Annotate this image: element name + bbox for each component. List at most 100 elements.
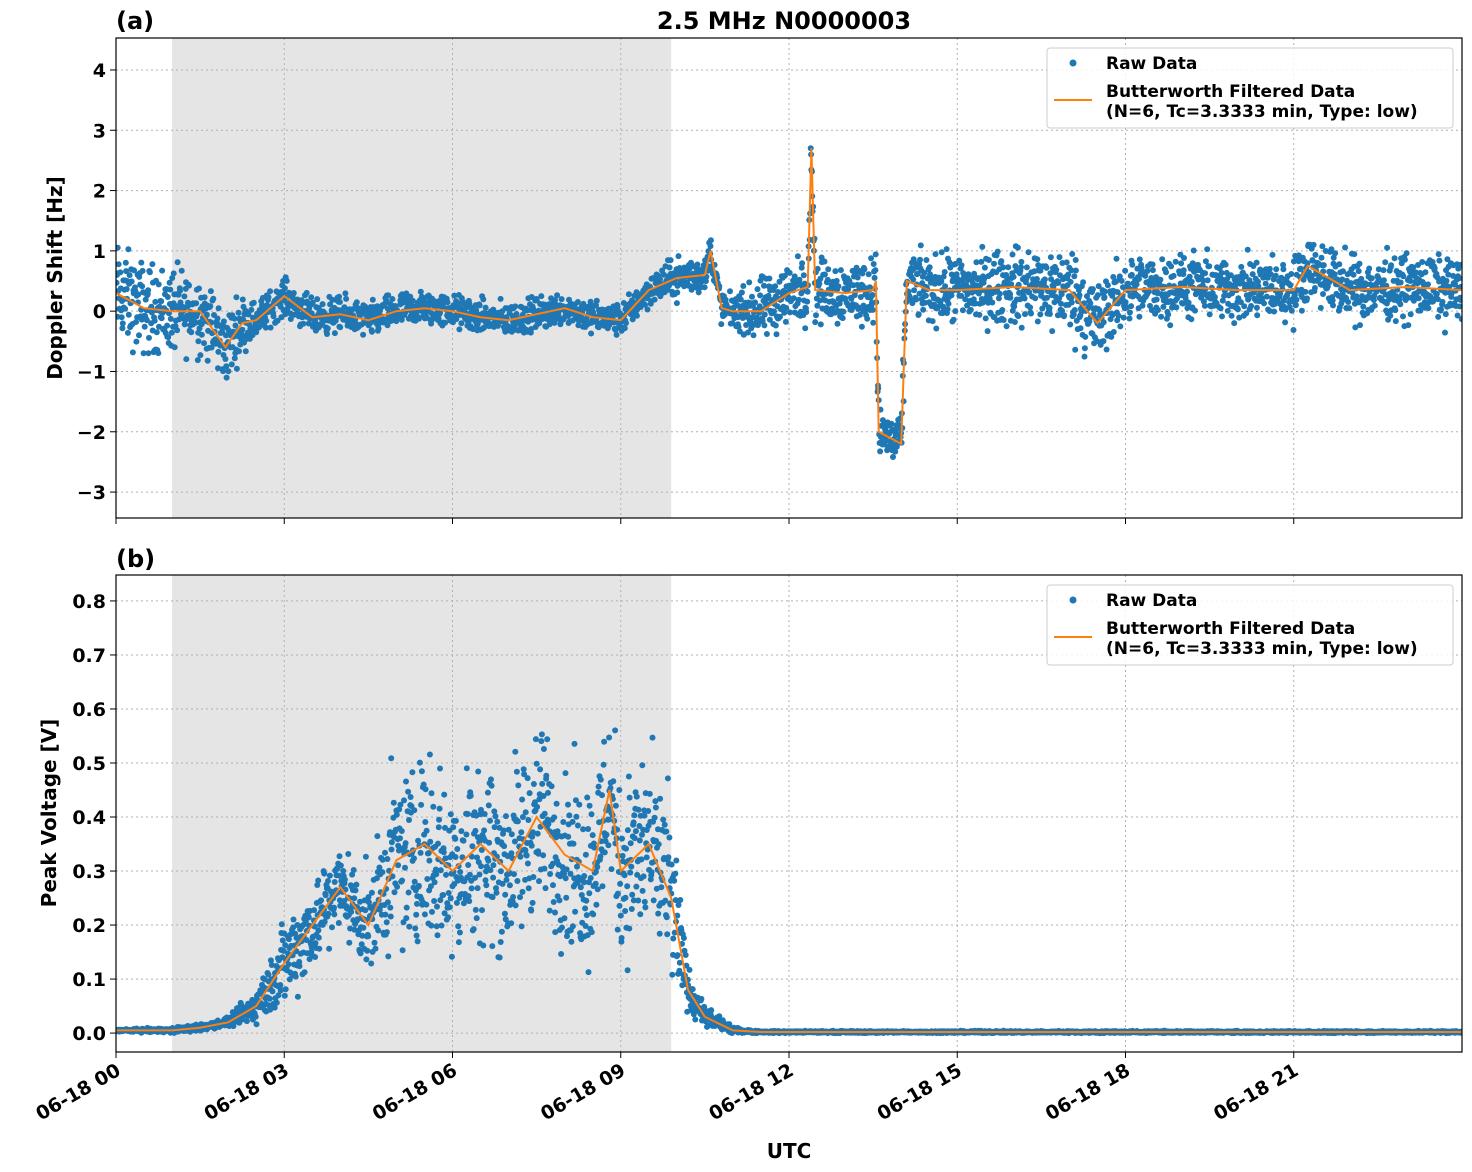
raw-data-point: [164, 294, 171, 300]
raw-data-point: [252, 1013, 259, 1020]
raw-data-point: [1037, 311, 1044, 318]
raw-data-point: [1126, 309, 1133, 316]
raw-data-point: [633, 793, 640, 800]
raw-data-point: [303, 289, 310, 296]
raw-data-point: [136, 332, 142, 339]
raw-data-point: [193, 300, 200, 307]
raw-data-point: [629, 891, 636, 898]
raw-data-point: [590, 911, 597, 918]
raw-data-point: [1298, 307, 1305, 314]
raw-data-point: [727, 288, 733, 295]
raw-data-point: [822, 290, 829, 297]
raw-data-point: [1288, 271, 1295, 277]
raw-data-point: [1366, 265, 1373, 272]
raw-data-point: [773, 331, 780, 338]
raw-data-point: [296, 963, 303, 970]
raw-data-point: [394, 883, 401, 890]
raw-data-point: [804, 298, 811, 305]
raw-data-point: [493, 889, 500, 896]
raw-data-point: [148, 309, 155, 316]
raw-data-point: [1436, 257, 1443, 264]
raw-data-point: [405, 788, 412, 795]
raw-data-point: [239, 296, 246, 303]
raw-data-point: [452, 817, 459, 824]
raw-data-point: [1331, 271, 1338, 278]
raw-data-point: [671, 877, 678, 884]
raw-data-point: [1080, 279, 1087, 286]
raw-data-point: [1351, 251, 1358, 258]
raw-data-point: [840, 308, 847, 315]
raw-data-point: [1202, 258, 1209, 265]
raw-data-point: [268, 962, 275, 968]
raw-data-point: [546, 907, 553, 914]
raw-data-point: [1072, 346, 1079, 353]
raw-data-point: [482, 304, 489, 311]
raw-data-point: [915, 311, 922, 318]
raw-data-point: [447, 811, 454, 818]
raw-data-point: [786, 269, 793, 276]
raw-data-point: [544, 736, 551, 743]
raw-data-point: [1100, 338, 1107, 345]
raw-data-point: [1287, 282, 1294, 289]
raw-data-point: [1349, 289, 1356, 296]
raw-data-point: [644, 306, 651, 313]
raw-data-point: [436, 816, 443, 823]
raw-data-point: [1201, 302, 1208, 309]
raw-data-point: [945, 300, 952, 307]
raw-data-point: [305, 914, 312, 921]
raw-data-point: [491, 824, 498, 831]
raw-data-point: [269, 988, 276, 995]
raw-data-point: [456, 326, 463, 333]
raw-data-point: [499, 880, 506, 887]
raw-data-point: [141, 323, 148, 330]
raw-data-point: [223, 374, 230, 381]
raw-data-point: [523, 852, 530, 859]
raw-data-point: [290, 916, 297, 923]
raw-data-point: [204, 357, 211, 364]
raw-data-point: [133, 338, 140, 345]
raw-data-point: [282, 986, 289, 993]
raw-data-point: [383, 929, 390, 936]
raw-data-point: [1165, 311, 1172, 318]
raw-data-point: [587, 875, 594, 881]
raw-data-point: [1355, 268, 1362, 275]
raw-data-point: [1018, 264, 1024, 271]
raw-data-point: [1136, 256, 1143, 263]
raw-data-point: [921, 269, 928, 276]
raw-data-point: [203, 311, 210, 318]
raw-data-point: [315, 934, 322, 941]
raw-data-point: [519, 888, 526, 895]
raw-data-point: [1250, 281, 1256, 288]
raw-data-point: [538, 731, 545, 738]
panel-label-a: (a): [116, 7, 154, 35]
raw-data-point: [1168, 263, 1175, 270]
raw-data-point: [152, 298, 159, 305]
raw-data-point: [1433, 290, 1440, 297]
raw-data-point: [657, 795, 664, 802]
raw-data-point: [1348, 280, 1354, 287]
raw-data-point: [534, 830, 541, 837]
raw-data-point: [1122, 267, 1129, 274]
raw-data-point: [486, 839, 493, 846]
raw-data-point: [601, 738, 608, 745]
raw-data-point: [994, 248, 1001, 255]
raw-data-point: [592, 868, 599, 875]
raw-data-point: [1033, 276, 1040, 282]
raw-data-point: [267, 324, 274, 331]
raw-data-point: [253, 1021, 260, 1028]
raw-data-point: [387, 904, 394, 911]
raw-data-point: [552, 929, 559, 936]
raw-data-point: [964, 291, 971, 298]
raw-data-point: [858, 323, 865, 330]
raw-data-point: [1336, 261, 1343, 268]
raw-data-point: [883, 437, 890, 444]
raw-data-point: [745, 329, 751, 336]
raw-data-point: [402, 864, 408, 871]
raw-data-point: [369, 296, 376, 303]
raw-data-point: [761, 282, 767, 289]
raw-data-point: [569, 818, 576, 825]
raw-data-point: [1376, 278, 1383, 284]
raw-data-point: [1422, 269, 1429, 276]
raw-data-point: [417, 288, 424, 295]
raw-data-point: [1360, 303, 1367, 310]
